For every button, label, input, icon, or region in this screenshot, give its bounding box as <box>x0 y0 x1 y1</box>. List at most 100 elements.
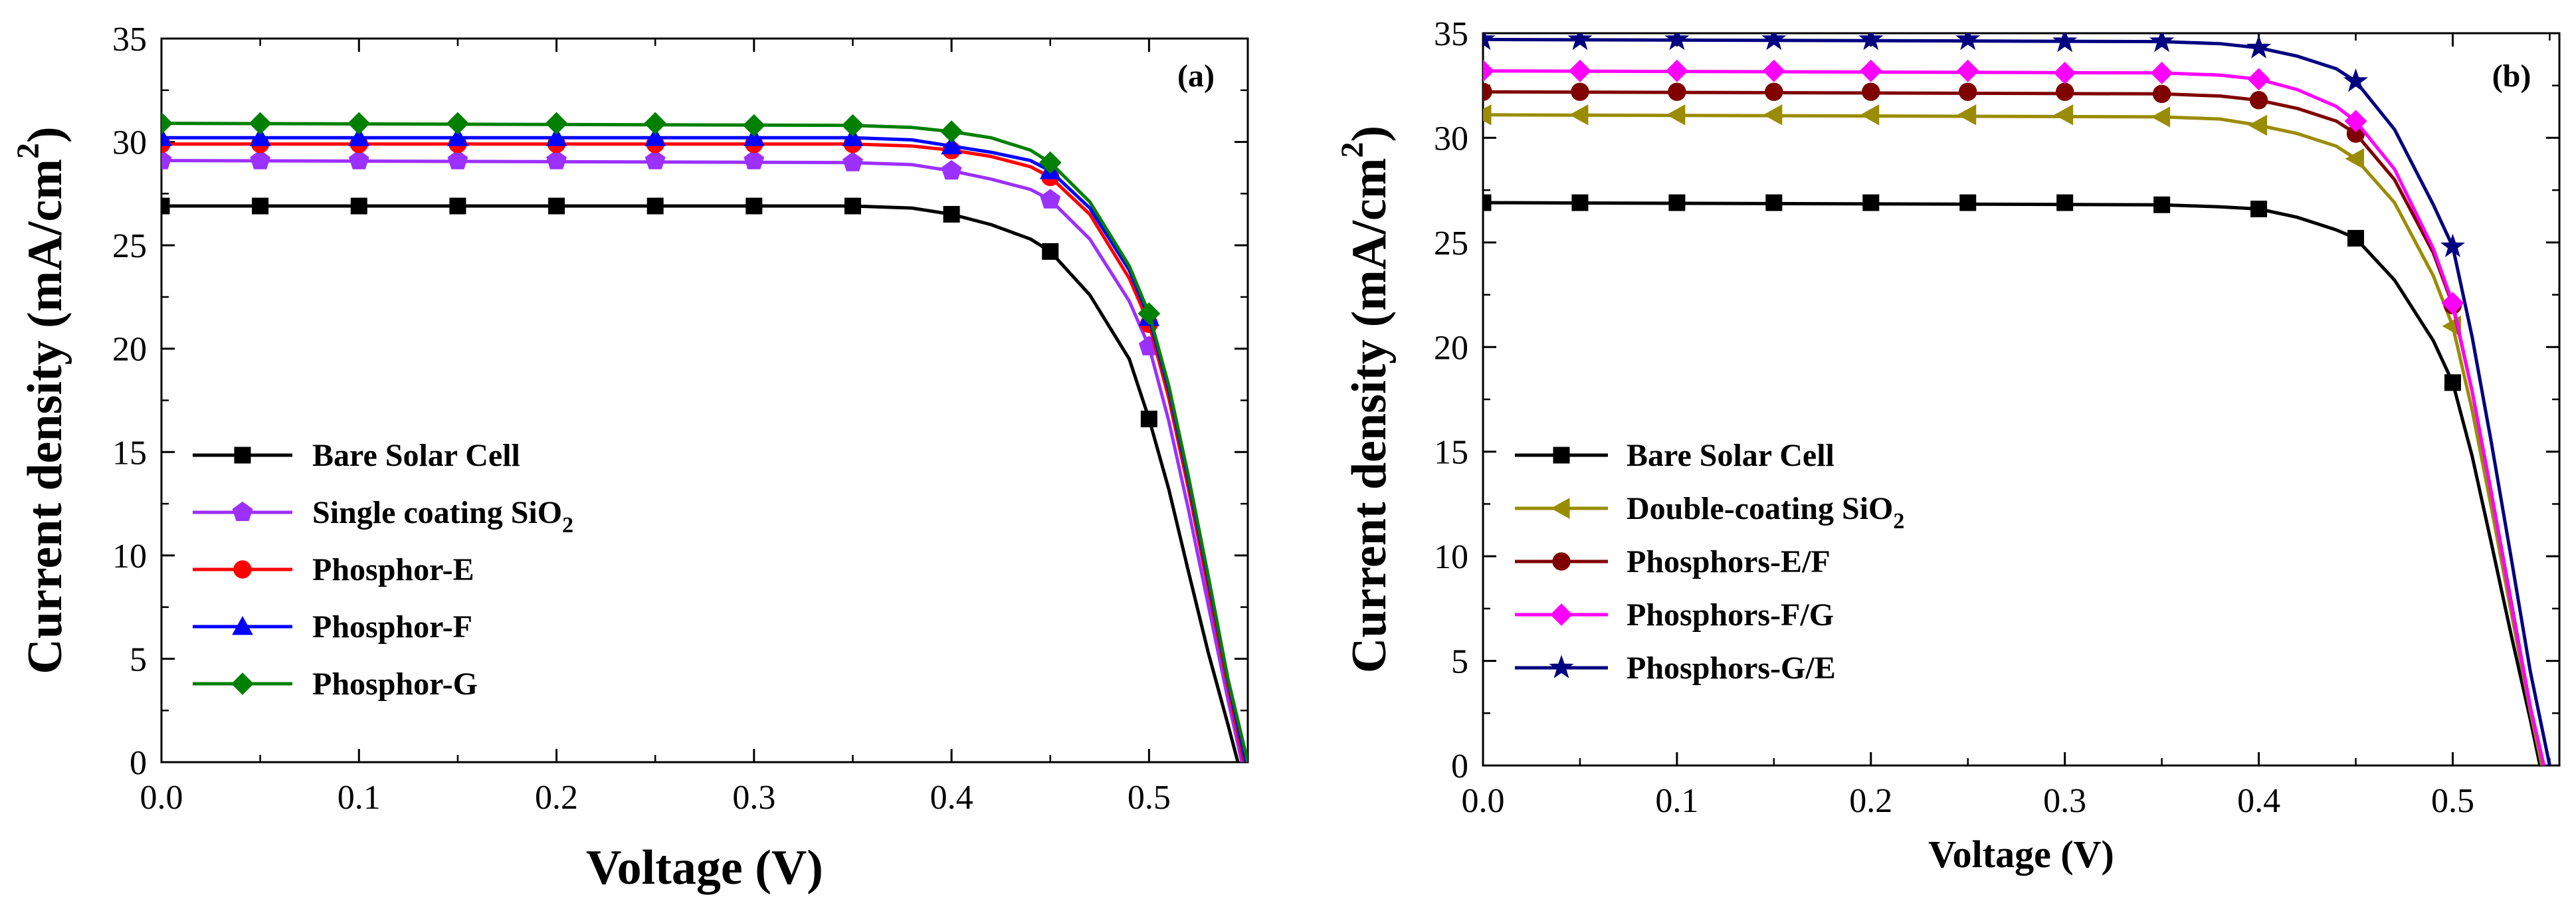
y-tick-label: 30 <box>1434 120 1468 157</box>
data-point <box>1666 104 1686 126</box>
legend-marker <box>232 501 253 522</box>
data-point <box>249 127 271 146</box>
x-tick-label: 0.0 <box>1462 782 1505 820</box>
data-point <box>1571 82 1589 101</box>
y-tick-label: 35 <box>1434 15 1468 53</box>
data-point <box>842 152 863 171</box>
data-point <box>248 112 272 135</box>
y-tick-label: 25 <box>112 227 147 265</box>
x-tick-label: 0.1 <box>338 779 381 817</box>
data-point <box>1569 59 1591 82</box>
data-point <box>1668 194 1686 211</box>
data-point <box>841 114 864 137</box>
data-point <box>1957 104 1977 126</box>
data-point <box>941 159 962 180</box>
data-point <box>2152 84 2171 104</box>
data-point <box>2343 68 2369 92</box>
data-point <box>1483 82 1492 101</box>
data-point <box>644 127 666 146</box>
data-point <box>1483 104 1492 126</box>
series-line <box>1483 69 2546 765</box>
data-point <box>1765 82 1783 101</box>
y-tick-label: 10 <box>1434 538 1468 576</box>
panel-label: (a) <box>1177 58 1215 94</box>
data-point <box>2440 233 2466 257</box>
panel-label: (b) <box>2492 58 2531 94</box>
legend-label: Phosphors-F/G <box>1627 597 1834 633</box>
series-phosphors-f-g <box>1483 59 2546 765</box>
data-point <box>2444 374 2461 391</box>
data-point <box>2347 230 2365 247</box>
data-point <box>743 127 765 146</box>
data-point <box>2150 61 2173 84</box>
data-point <box>1483 59 1494 82</box>
data-point <box>2052 33 2078 52</box>
series-line <box>1483 37 2551 765</box>
x-tick-label: 0.3 <box>732 779 775 817</box>
x-tick-label: 0.5 <box>2431 782 2474 820</box>
data-point <box>2246 35 2272 58</box>
data-point <box>1571 194 1589 211</box>
data-point <box>2056 194 2074 211</box>
legend-label: Single coating SiO2 <box>312 495 573 538</box>
data-point <box>1763 104 1783 126</box>
data-point <box>1956 59 1979 82</box>
data-point <box>644 150 666 169</box>
legend-marker <box>234 447 251 464</box>
y-tick-label: 35 <box>112 21 147 58</box>
data-point <box>546 150 567 169</box>
data-point <box>1039 151 1062 174</box>
series-double-coating-sio <box>1483 104 2544 765</box>
legend-marker <box>1549 655 1574 678</box>
data-point <box>1862 194 1880 211</box>
data-point <box>252 197 269 215</box>
data-point <box>2344 110 2367 133</box>
x-tick-label: 0.2 <box>1849 782 1892 820</box>
legend-marker <box>232 615 253 635</box>
data-point <box>2151 106 2171 128</box>
data-point <box>2149 33 2175 52</box>
plot-frame <box>160 37 1249 763</box>
data-point <box>842 127 864 146</box>
series-single-coating-sio <box>161 150 1244 762</box>
series-line <box>1483 113 2544 765</box>
legend-label: Phosphors-E/F <box>1627 544 1831 579</box>
y-tick-label: 15 <box>112 434 147 472</box>
data-point <box>2250 200 2268 217</box>
y-tick-label: 30 <box>112 124 147 162</box>
data-point <box>1762 59 1785 82</box>
data-point <box>1483 33 1496 51</box>
y-tick-label: 5 <box>1451 643 1468 681</box>
data-point <box>446 112 469 135</box>
data-point <box>1761 33 1787 51</box>
y-tick-label: 10 <box>112 538 147 575</box>
data-point <box>1860 104 1880 126</box>
data-point <box>2441 292 2464 315</box>
y-axis-title: Current density (mA/cm2) <box>11 126 72 674</box>
data-point <box>545 112 568 135</box>
data-point <box>1668 82 1686 101</box>
data-point <box>941 135 962 155</box>
series-line <box>161 122 1248 762</box>
chart-panel-b: 0 5 10 15 20 25 30 35 0.0 0.1 0.2 0.3 0.4 0.5 Voltage … <box>1335 15 2561 876</box>
data-point <box>1959 82 1977 101</box>
series-line <box>1483 201 2542 765</box>
y-tick-label: 20 <box>112 331 147 369</box>
y-tick-label: 0 <box>130 744 147 782</box>
data-point <box>2054 104 2074 126</box>
legend-marker <box>1552 552 1571 571</box>
data-point <box>1665 59 1688 82</box>
data-point <box>940 120 963 143</box>
chart-panel-a: 0 5 10 15 20 25 30 35 0.0 0.1 0.2 0.3 0.4 0.5 Voltage … <box>11 21 1249 895</box>
x-tick-label: 0.0 <box>140 779 183 817</box>
data-point <box>548 197 565 215</box>
data-point <box>2247 68 2270 91</box>
data-point <box>161 112 173 135</box>
series-line <box>161 159 1244 762</box>
data-point <box>2249 91 2268 110</box>
y-tick-label: 25 <box>1434 225 1468 262</box>
x-tick-label: 0.2 <box>535 779 578 817</box>
data-point <box>1859 59 1882 82</box>
y-tick-label: 0 <box>1451 748 1468 785</box>
